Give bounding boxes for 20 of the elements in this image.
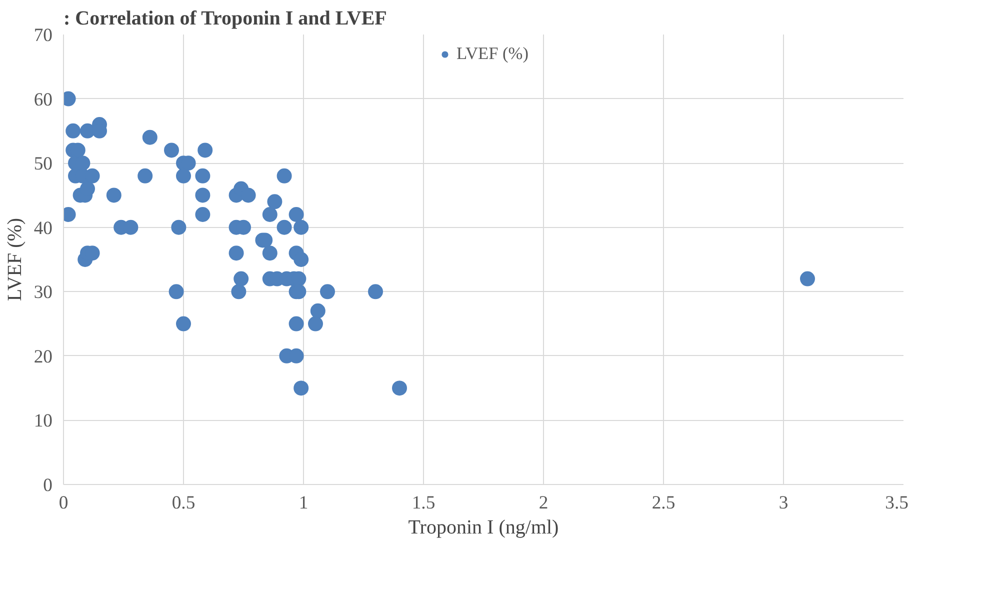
x-tick-label: 1 [298, 492, 308, 514]
x-tick-label: 2 [538, 492, 548, 514]
x-tick-label: 3.5 [885, 492, 909, 514]
y-tick-label: 0 [43, 475, 52, 496]
y-tick-label: 40 [34, 218, 52, 239]
x-tick-label: 1.5 [412, 492, 436, 514]
x-tick-label: 0.5 [172, 492, 196, 514]
x-tick-label: 0 [58, 492, 68, 514]
x-tick-label: 2.5 [652, 492, 676, 514]
y-tick-label: 30 [34, 282, 52, 304]
y-tick-label: 70 [34, 25, 52, 46]
y-tick-label: 20 [34, 346, 52, 368]
x-tick-label: 3 [778, 492, 788, 514]
y-tick-label: 60 [34, 89, 52, 110]
chart-title: : Correlation of Troponin I and LVEF [64, 8, 387, 30]
y-tick-label: 10 [34, 410, 52, 432]
x-axis-title: Troponin I (ng/ml) [408, 516, 559, 538]
y-axis-title: LVEF (%) [4, 218, 26, 302]
legend-label: LVEF (%) [456, 44, 529, 64]
y-tick-label: 50 [34, 154, 52, 175]
